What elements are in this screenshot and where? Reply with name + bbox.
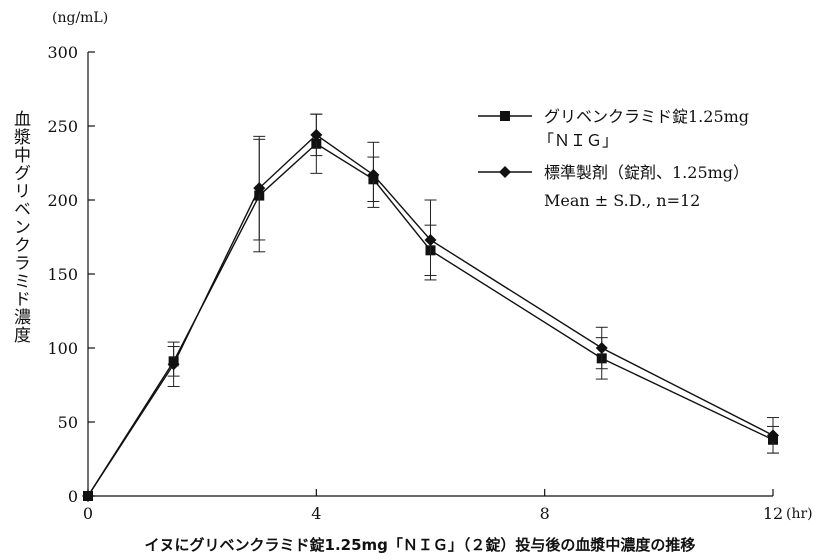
diamond-point xyxy=(767,429,779,442)
diamond-point xyxy=(424,233,437,246)
y-axis-label: 血漿中グリベンクラミド濃度 xyxy=(10,110,31,344)
y-tick-label: 200 xyxy=(47,191,78,210)
diamond-point xyxy=(253,182,266,195)
legend-label: 「ＮＩＧ」 xyxy=(538,131,618,150)
y-tick-label: 150 xyxy=(47,265,78,284)
legend-label: グリベンクラミド錠1.25mg xyxy=(544,107,749,126)
y-tick-label: 100 xyxy=(47,339,78,358)
axes: 0 50 100 150 200 250 300 0 4 8 12 (ng/mL) (hr) 血漿中グリベ… xyxy=(10,10,813,523)
chart-marks xyxy=(82,113,779,502)
legend-label: 標準製剤（錠剤、1.25mg） xyxy=(544,163,749,182)
chart-caption: イヌにグリベンクラミド錠1.25mg「ＮＩＧ」（２錠）投与後の血漿中濃度の推移 xyxy=(145,536,696,554)
series-line xyxy=(87,133,774,497)
x-tick-label: 4 xyxy=(311,504,321,523)
y-tick-label: 0 xyxy=(68,487,78,506)
diamond-point xyxy=(367,168,380,181)
diamond-point xyxy=(310,128,323,141)
y-tick-label: 300 xyxy=(47,43,78,62)
diamond-point xyxy=(499,166,511,178)
x-tick-label: 0 xyxy=(83,504,93,523)
square-point xyxy=(500,111,510,121)
y-tick-label: 250 xyxy=(47,117,78,136)
diamond-point xyxy=(82,490,94,502)
legend: グリベンクラミド錠1.25mg 「ＮＩＧ」標準製剤（錠剤、1.25mg） Mean … xyxy=(478,107,749,210)
legend-note: Mean ± S.D., n=12 xyxy=(544,191,700,210)
x-axis-unit: (hr) xyxy=(786,506,813,522)
y-axis-unit: (ng/mL) xyxy=(52,10,108,26)
x-tick-label: 12 xyxy=(763,504,783,523)
diamond-point xyxy=(167,358,180,371)
y-tick-label: 50 xyxy=(58,413,78,432)
diamond-point xyxy=(595,342,608,354)
x-tick-label: 8 xyxy=(540,504,550,523)
series-2 xyxy=(82,113,779,502)
